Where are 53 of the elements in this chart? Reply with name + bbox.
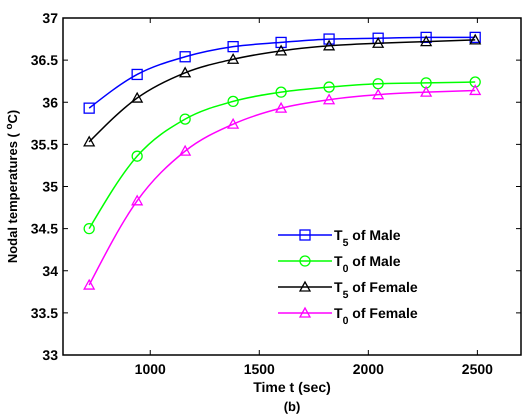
y-tick-label: 37: [42, 10, 58, 26]
y-tick-label: 36.5: [30, 52, 58, 68]
y-tick-label: 35.5: [30, 136, 58, 152]
point: [227, 96, 239, 108]
point: [84, 136, 95, 146]
point: [420, 32, 432, 44]
point: [372, 78, 384, 90]
point: [275, 86, 287, 98]
point: [275, 102, 287, 113]
y-tick-label: 34.5: [30, 220, 58, 237]
point: [179, 113, 191, 125]
point: [84, 279, 95, 290]
point: [372, 38, 384, 48]
x-tick-label: 2500: [462, 361, 494, 377]
point: [323, 81, 335, 93]
point: [132, 68, 143, 80]
point: [179, 67, 191, 78]
x-tick-label: 2000: [352, 361, 384, 377]
y-tick-label: 33: [42, 347, 58, 363]
point: [470, 76, 481, 88]
y-tick-label: 34: [42, 262, 58, 279]
point: [227, 40, 239, 52]
point: [132, 150, 143, 162]
point: [84, 102, 95, 114]
point: [323, 40, 335, 50]
legend-label: T$_{0}$ of Male: [334, 253, 401, 275]
legend-label: T$_{5}$ of Male: [334, 227, 401, 249]
x-tick-label: 1500: [244, 361, 276, 377]
point: [132, 195, 143, 206]
point: [132, 92, 143, 103]
point: [323, 33, 335, 45]
point: [420, 36, 432, 46]
point: [227, 118, 239, 129]
point: [323, 94, 335, 104]
point: [420, 86, 432, 97]
legend-label: T$_{5}$ of Female: [334, 279, 418, 301]
point: [470, 84, 481, 96]
text: (b): [284, 399, 300, 414]
point: [470, 34, 481, 45]
point: [372, 89, 384, 100]
point: [179, 145, 191, 156]
y-tick-label: 33.5: [30, 304, 58, 321]
point: [179, 51, 191, 62]
point: [275, 45, 287, 56]
point: [227, 54, 239, 64]
point: [84, 222, 95, 234]
legend-label: T$_{0}$ of Female: [334, 305, 418, 327]
x-axis-title: Time t (sec): [253, 379, 331, 395]
point: [275, 36, 287, 48]
y-tick-label: 36: [42, 94, 58, 110]
x-tick-label: 1000: [134, 361, 166, 377]
point: [420, 77, 432, 89]
y-tick-label: 35: [42, 178, 58, 194]
